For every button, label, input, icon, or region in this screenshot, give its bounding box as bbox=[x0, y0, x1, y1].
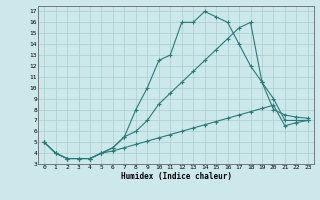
X-axis label: Humidex (Indice chaleur): Humidex (Indice chaleur) bbox=[121, 172, 231, 181]
